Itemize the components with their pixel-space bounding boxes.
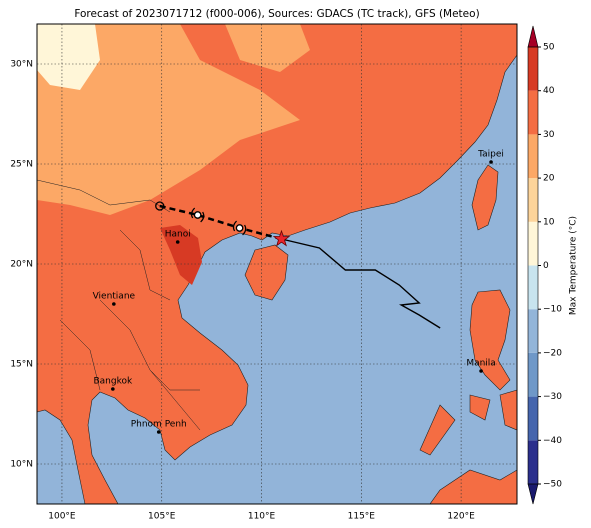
colorbar-tick-label: 30 (543, 130, 555, 140)
island (469, 394, 491, 421)
colorbar-tick-label: −10 (543, 305, 562, 315)
city-marker (112, 302, 116, 306)
city-marker (175, 240, 180, 244)
warm-region (37, 24, 300, 215)
x-tick-label: 110°E (248, 512, 276, 522)
colorbar-label: Max Temperature (°C) (569, 216, 579, 315)
forecast-point (193, 211, 202, 219)
cool-region (37, 24, 100, 90)
colorbar-tick-label: −20 (543, 348, 562, 358)
storm-symbol (232, 220, 247, 236)
y-tick-label: 15°N (10, 360, 33, 370)
colorbar-bin (528, 178, 538, 222)
storm-position (272, 229, 291, 247)
title: Forecast of 2023071712 (f000-006), Sourc… (74, 8, 479, 20)
storm-symbol (190, 207, 205, 223)
luzon (469, 289, 511, 391)
colorbar-over (527, 25, 539, 48)
hot-region (160, 225, 202, 285)
map-frame (36, 23, 518, 505)
colorbar-under (527, 483, 539, 505)
taiwan (471, 164, 499, 231)
colorbar-tick-label: 0 (543, 261, 549, 271)
city-label: Hanoi (165, 230, 191, 240)
city-label: Manila (466, 359, 496, 369)
x-tick-label: 120°E (447, 512, 475, 522)
colorbar-bin (528, 396, 538, 441)
city-marker (156, 430, 161, 434)
colorbar-bin (528, 221, 538, 266)
x-tick-label: 115°E (348, 512, 376, 522)
y-tick-label: 20°N (10, 260, 33, 270)
colorbar-tick-label: 10 (543, 217, 555, 227)
city-marker (111, 387, 115, 391)
map-overlays: Taipei Hanoi Vientiane Bangkok Manila Phnom P… (37, 24, 517, 504)
x-tick-label: 105°E (148, 512, 176, 522)
colorbar-bin (528, 134, 538, 179)
warm-region (225, 24, 310, 72)
palawan (419, 404, 456, 456)
colorbar-bin (528, 309, 538, 353)
city-marker (479, 369, 483, 373)
colorbar-tick-label: 40 (543, 86, 555, 96)
colorbar-bin (528, 47, 538, 91)
colorbar-bin (528, 90, 538, 135)
forecast-point (235, 224, 244, 232)
border (36, 179, 201, 431)
colorbar-bin (528, 440, 538, 484)
forecast-track (159, 204, 282, 241)
colorbar-tick-label: 50 (543, 43, 555, 53)
colorbar-tick-label: −40 (543, 436, 562, 446)
colorbar-tick-label: −50 (543, 480, 562, 490)
colorbar-tick-label: 20 (543, 174, 555, 184)
city-label: Phnom Penh (131, 420, 187, 430)
hainan (244, 244, 289, 301)
y-tick-label: 10°N (10, 460, 33, 470)
y-tick-label: 30°N (10, 60, 33, 70)
city-label: Taipei (477, 150, 504, 160)
city-label: Bangkok (93, 377, 133, 387)
city-marker (489, 160, 493, 164)
colorbar-tick-label: −30 (543, 392, 562, 402)
forecast-point (155, 201, 165, 211)
map-area (36, 23, 518, 505)
y-tick-label: 25°N (10, 160, 33, 170)
x-tick-label: 100°E (48, 512, 76, 522)
colorbar-bin (528, 265, 538, 310)
city-label: Vientiane (93, 292, 136, 302)
colorbar-bin (528, 352, 538, 397)
past-track (281, 238, 441, 329)
